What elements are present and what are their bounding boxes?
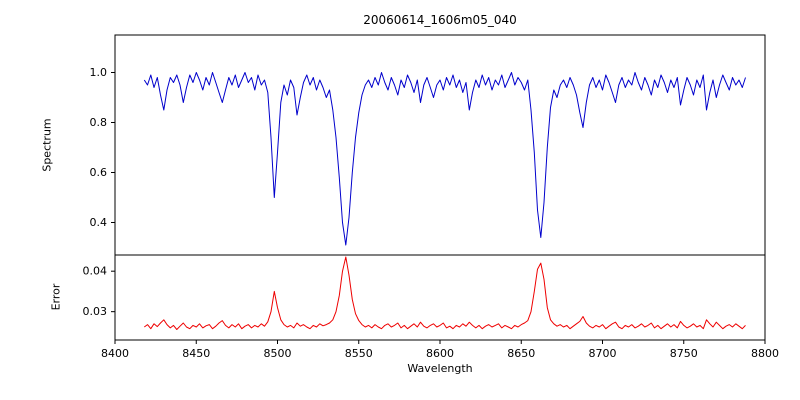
x-tick-label: 8450 bbox=[182, 347, 210, 360]
x-tick-label: 8700 bbox=[589, 347, 617, 360]
x-tick-label: 8500 bbox=[264, 347, 292, 360]
y-tick-label: 0.8 bbox=[90, 116, 108, 129]
x-tick-label: 8650 bbox=[507, 347, 535, 360]
x-tick-label: 8600 bbox=[426, 347, 454, 360]
error-line bbox=[144, 256, 746, 330]
y-tick-label: 1.0 bbox=[90, 66, 108, 79]
x-tick-label: 8800 bbox=[751, 347, 779, 360]
x-tick-label: 8750 bbox=[670, 347, 698, 360]
chart-title: 20060614_1606m05_040 bbox=[363, 13, 517, 27]
panel-frame-spectrum bbox=[114, 34, 766, 256]
spectrum-line bbox=[143, 72, 746, 246]
x-tick-label: 8400 bbox=[101, 347, 129, 360]
y-tick-label: 0.04 bbox=[83, 265, 108, 278]
x-tick-label: 8550 bbox=[345, 347, 373, 360]
panel-frame-error bbox=[114, 254, 766, 341]
y-tick-label: 0.6 bbox=[90, 166, 108, 179]
x-axis-label: Wavelength bbox=[407, 362, 473, 375]
y-tick-label: 0.4 bbox=[90, 216, 108, 229]
y-tick-label: 0.03 bbox=[83, 305, 108, 318]
